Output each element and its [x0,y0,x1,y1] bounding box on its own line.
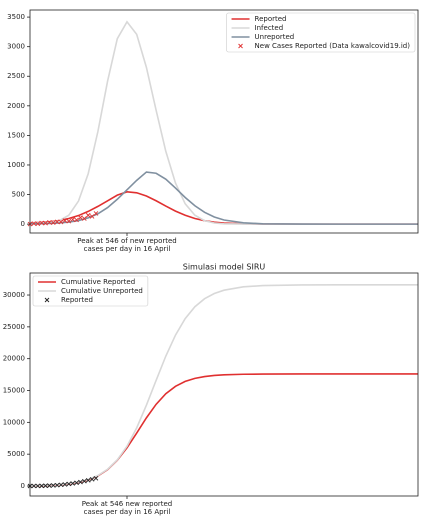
y-tick-label: 1000 [7,161,25,169]
legend-label: Reported [61,296,93,304]
marker [50,483,56,488]
y-tick-label: 500 [12,191,25,199]
marker [78,215,83,220]
marker [62,218,68,223]
marker [78,479,83,485]
marker [58,219,64,225]
legend-label: Cumulative Unreported [61,287,143,295]
marker [66,218,72,224]
marker [85,478,91,483]
marker [54,219,60,225]
marker [70,217,75,222]
marker [58,482,64,488]
y-tick-label: 1500 [7,131,25,139]
series-line [29,171,418,225]
marker [89,477,95,482]
series-line [29,373,418,487]
y-tick-label: 15000 [3,387,25,395]
legend-box [32,275,149,307]
marker [31,483,37,489]
marker [35,221,41,227]
y-tick-label: 0 [21,482,25,490]
y-tick-label: 30000 [3,291,25,299]
marker [93,211,99,216]
plot-frame [29,272,419,497]
marker [85,212,91,218]
legend-label: Unreported [255,33,295,41]
chart-title: Simulasi model SIRU [183,263,266,272]
marker [74,480,79,486]
legend-label: New Cases Reported (Data kawalcovid19.id… [255,42,411,50]
marker [43,220,48,226]
marker [82,478,87,484]
marker [82,216,87,221]
marker [62,482,68,487]
y-tick-label: 2000 [7,102,25,110]
y-tick-label: 20000 [3,355,25,363]
marker [31,221,37,226]
legend-box [226,12,416,53]
marker [39,220,44,226]
y-tick-label: 2500 [7,72,25,80]
x-tick-label: Peak at 546 of new reported cases per da… [77,237,177,253]
marker [50,220,56,225]
legend-label: Reported [255,15,287,23]
marker [47,220,52,225]
y-tick-label: 10000 [3,418,25,426]
marker [66,481,72,487]
marker [39,483,44,489]
marker [47,483,52,488]
y-tick-label: 25000 [3,323,25,331]
y-tick-label: 5000 [7,450,25,458]
legend-label: Cumulative Reported [61,278,135,286]
x-tick-label: Peak at 546 new reported cases per day i… [81,500,173,516]
marker [89,214,95,219]
series-line [29,284,418,487]
marker [93,476,99,481]
marker [70,481,75,486]
y-tick-label: 3000 [7,43,25,51]
marker [43,483,48,489]
marker [35,483,41,489]
legend-label: Infected [255,24,284,32]
y-tick-label: 0 [21,220,25,228]
plot-frame [29,9,419,234]
y-tick-label: 3500 [7,13,25,21]
marker [54,482,60,488]
legend-marker [44,297,50,303]
legend-marker [238,43,243,49]
marker [74,217,79,223]
